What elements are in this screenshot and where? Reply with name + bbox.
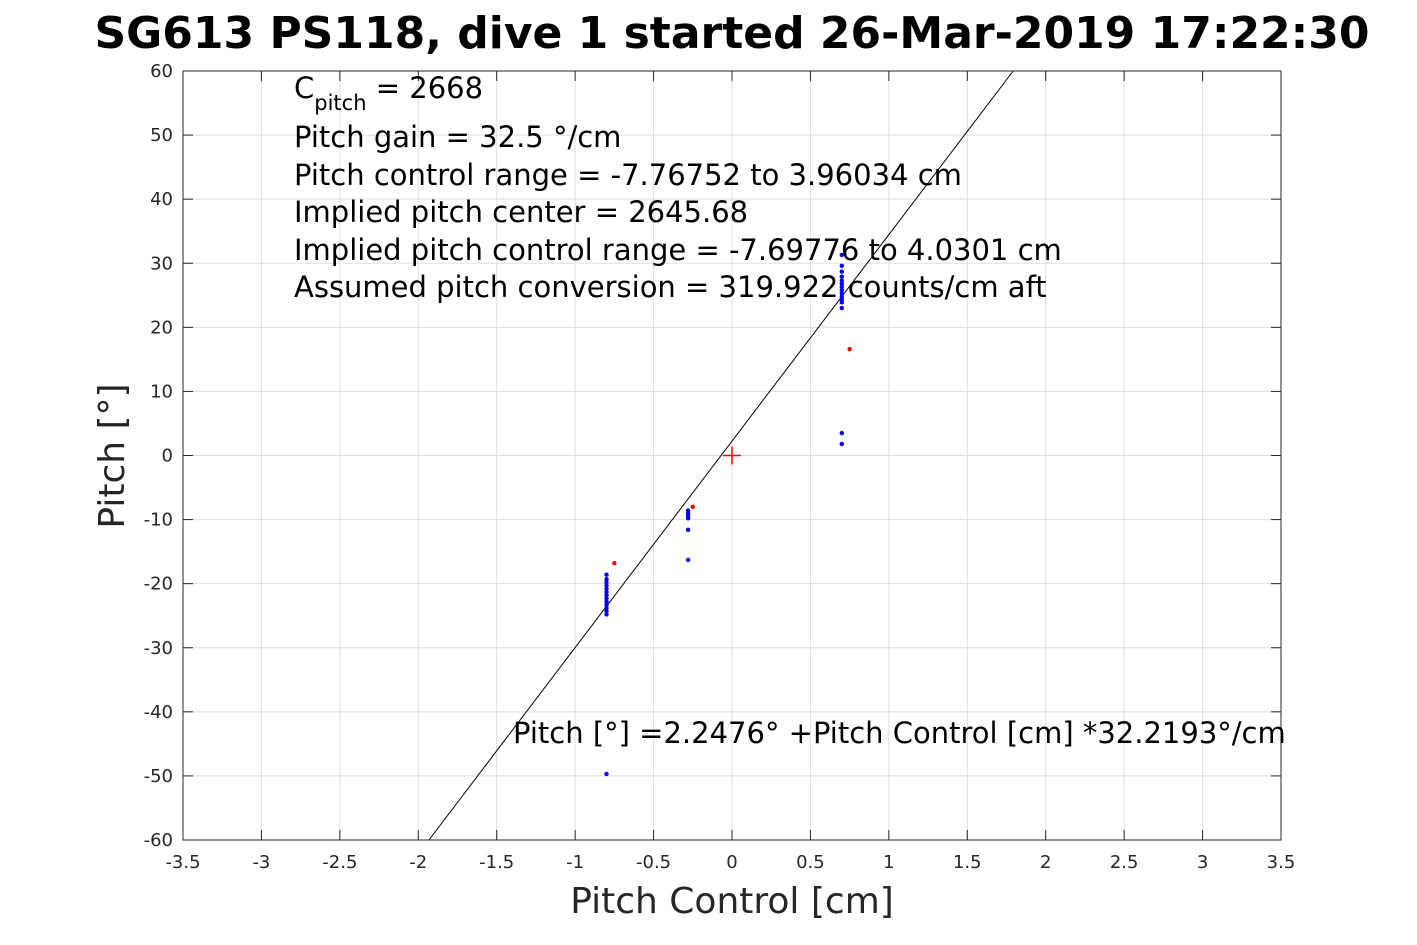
x-tick-label: 3: [1197, 852, 1208, 873]
annotation-block: Cpitch = 2668 Pitch gain = 32.5 °/cm Pit…: [294, 71, 1062, 304]
y-tick-label: 0: [162, 446, 173, 467]
x-tick-label: 0.5: [796, 852, 825, 873]
cpitch-value: = 2668: [367, 71, 484, 105]
fit-line-layer: [428, 70, 1014, 841]
x-tick-label: -1.5: [479, 852, 514, 873]
data-point: [604, 586, 609, 591]
y-tick-label: 60: [150, 61, 173, 82]
data-point: [685, 527, 691, 533]
y-tick-label: -10: [144, 510, 173, 531]
x-tick-label: -3: [252, 852, 270, 873]
data-point: [839, 269, 844, 274]
data-point: [604, 605, 609, 611]
data-point: [604, 583, 609, 588]
cpitch-annotation: Cpitch = 2668: [294, 71, 483, 115]
grid-lines: [182, 70, 1282, 841]
y-tick-label: -60: [144, 830, 173, 851]
data-point: [604, 593, 609, 598]
data-point: [839, 430, 844, 436]
data-point: [604, 580, 609, 585]
data-point: [604, 599, 609, 604]
data-point: [839, 281, 844, 286]
x-tick-label: 1.5: [953, 852, 982, 873]
data-point: [847, 346, 852, 352]
data-point: [604, 576, 609, 582]
y-tick-label: 50: [150, 125, 173, 146]
data-points-layer: [604, 252, 852, 777]
data-point: [839, 305, 844, 311]
x-tick-label: 1: [883, 852, 894, 873]
data-point: [839, 294, 844, 299]
implied-center-annotation: Implied pitch center = 2645.68: [294, 195, 748, 229]
x-tick-label: -1: [566, 852, 584, 873]
data-point: [839, 284, 844, 290]
cpitch-prefix: C: [294, 71, 314, 105]
x-axis-label: Pitch Control [cm]: [570, 881, 894, 922]
control-range-annotation: Pitch control range = -7.76752 to 3.9603…: [294, 158, 962, 192]
y-tick-label: -50: [144, 766, 173, 787]
data-point: [839, 252, 844, 258]
x-tick-label: -0.5: [636, 852, 671, 873]
data-point: [604, 572, 609, 577]
data-point: [604, 609, 609, 614]
data-point: [839, 278, 844, 283]
data-point: [839, 274, 844, 279]
data-point: [685, 516, 691, 521]
y-tick-label: 10: [150, 381, 173, 402]
implied-range-annotation: Implied pitch control range = -7.69776 t…: [294, 233, 1062, 267]
y-tick-label: -30: [144, 638, 173, 659]
data-point: [839, 291, 844, 296]
y-tick-label: -20: [144, 574, 173, 595]
data-point: [839, 287, 844, 293]
y-tick-label: 20: [150, 317, 173, 338]
y-tick-label: 40: [150, 189, 173, 210]
y-axis-label: Pitch [°]: [92, 383, 133, 528]
data-point: [839, 441, 844, 447]
x-tick-labels: -3.5 -3 -2.5 -2 -1.5 -1 -0.5 0 0.5 1 1.5 2 2.5 3 3.5: [165, 71, 1295, 873]
cpitch-subscript: pitch: [314, 91, 366, 115]
x-tick-label: -2.5: [322, 852, 357, 873]
y-tick-label: -40: [144, 702, 173, 723]
x-tick-label: 0: [726, 852, 737, 873]
data-point: [604, 589, 609, 595]
data-point: [690, 504, 695, 509]
center-marker-layer: [723, 446, 741, 465]
data-point: [604, 602, 609, 608]
x-tick-label: 2.5: [1110, 852, 1139, 873]
pitch-gain-annotation: Pitch gain = 32.5 °/cm: [294, 120, 621, 154]
fit-equation-annotation: Pitch [°] =2.2476° +Pitch Control [cm] *…: [513, 716, 1286, 750]
chart-title: SG613 PS118, dive 1 started 26-Mar-2019 …: [94, 8, 1369, 59]
x-tick-label: -2: [409, 852, 427, 873]
data-point: [604, 612, 609, 617]
y-tick-label: 30: [150, 253, 173, 274]
data-point: [604, 596, 609, 601]
x-tick-label: 3.5: [1267, 852, 1296, 873]
fit-line: [428, 70, 1014, 841]
data-point: [839, 263, 844, 269]
data-point: [685, 557, 691, 563]
y-tick-labels: -60 -50 -40 -30 -20 -10 0 10 20 30 40 50 60: [144, 61, 1281, 851]
data-point: [839, 300, 844, 305]
data-point: [604, 771, 609, 777]
data-point: [612, 560, 617, 566]
conversion-annotation: Assumed pitch conversion = 319.922 count…: [294, 270, 1047, 304]
x-tick-label: -3.5: [165, 852, 200, 873]
x-tick-label: 2: [1040, 852, 1051, 873]
